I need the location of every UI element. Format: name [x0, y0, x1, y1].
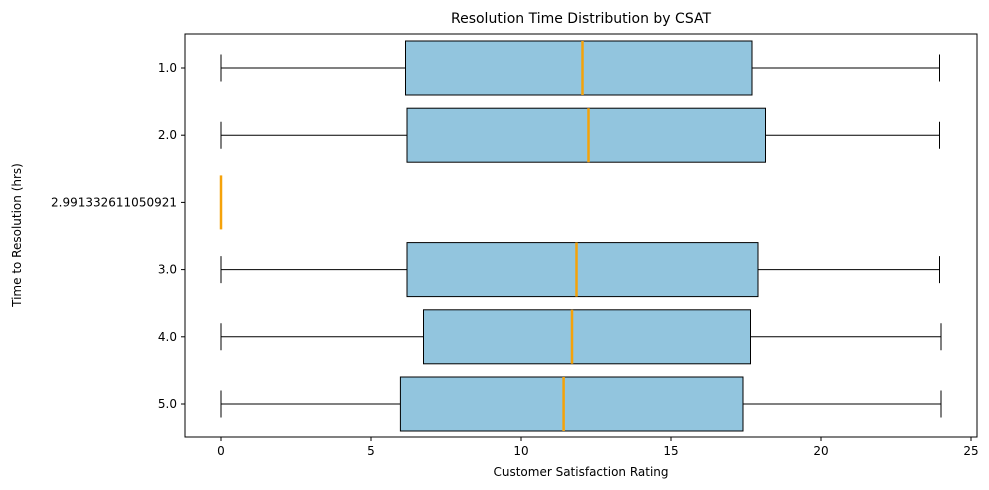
y-tick-label: 4.0	[158, 330, 177, 344]
y-tick-label: 2.991332611050921	[51, 195, 177, 209]
y-tick-label: 5.0	[158, 397, 177, 411]
x-tick-label: 5	[367, 444, 375, 458]
y-axis-label: Time to Resolution (hrs)	[10, 163, 24, 308]
box-group	[220, 40, 940, 96]
y-tick-label: 2.0	[158, 128, 177, 142]
y-tick-label: 1.0	[158, 61, 177, 75]
x-tick-label: 0	[217, 444, 225, 458]
iqr-box	[406, 242, 759, 298]
box-group	[220, 376, 942, 432]
y-tick-label: 3.0	[158, 263, 177, 277]
iqr-box	[405, 40, 753, 96]
x-axis-label: Customer Satisfaction Rating	[493, 465, 668, 479]
plot-frame	[184, 33, 978, 438]
iqr-box	[406, 107, 766, 163]
x-tick-label: 25	[963, 444, 978, 458]
plot-area	[219, 40, 942, 432]
x-tick-label: 10	[513, 444, 528, 458]
box-group	[220, 107, 940, 163]
x-tick-label: 20	[813, 444, 828, 458]
box-group	[220, 309, 942, 365]
iqr-box	[399, 376, 744, 432]
box-group	[220, 242, 940, 298]
iqr-box	[423, 309, 751, 365]
chart-title: Resolution Time Distribution by CSAT	[451, 11, 711, 27]
x-tick-label: 15	[663, 444, 678, 458]
